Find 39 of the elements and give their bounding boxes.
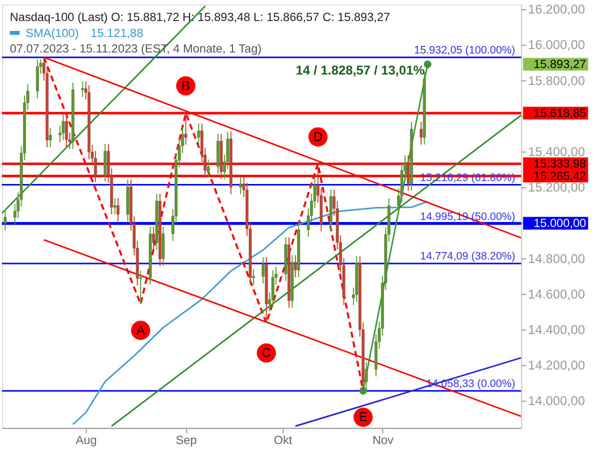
candlestick [116, 198, 120, 222]
annotation: 15.121,88 [90, 26, 144, 40]
annotation: E [358, 409, 368, 424]
y-tick-label: 14.200,00 [528, 358, 585, 373]
ref-line-label: 15.265,42 [534, 168, 586, 183]
x-tick-label: Nov [372, 433, 394, 448]
candlestick [4, 210, 7, 231]
y-tick-label: 14.000,00 [528, 393, 585, 408]
annotation: A [136, 322, 146, 338]
annotation: D [313, 128, 323, 144]
text: Nasdaq-100 (Last) O: 15.881,72 H: 15.893,48 L: 15.866,57 C: 15.893,27 [10, 10, 390, 24]
candlestick [184, 112, 188, 146]
ref-line-label: 14.774,09 (38.20%) [420, 250, 516, 263]
y-tick-label: 14.400,00 [528, 322, 585, 337]
y-tick-label: 16.200,00 [528, 2, 585, 17]
y-tick-label: 15.400,00 [528, 144, 585, 159]
y-tick-label: 16.000,00 [528, 37, 585, 52]
x-tick-label: Sep [176, 433, 198, 448]
y-tick-label: 14.600,00 [528, 286, 585, 302]
x-tick-label: Aug [76, 433, 97, 448]
ref-line-label: 15.000,00 [534, 216, 587, 230]
candlestick [104, 144, 107, 182]
candlestick [271, 270, 274, 308]
candlestick [62, 114, 65, 141]
annotation: B [181, 78, 190, 93]
legend-label: SMA(100) [26, 26, 79, 40]
x-tick-label: Okt [274, 433, 293, 448]
ref-line-label: 15.932,05 (100.00%) [414, 44, 516, 56]
ref-line-label: 15.333,98 [534, 156, 587, 171]
candlestick [65, 114, 68, 148]
text: 15.893,27 [534, 57, 586, 72]
candlestick [239, 176, 242, 195]
annotation: C [262, 344, 272, 360]
y-tick-label: 15.800,00 [528, 72, 585, 88]
ref-line-label: 14.995,19 (50.00%) [420, 211, 516, 224]
ref-line-label: 15.618,85 [534, 106, 587, 120]
y-tick-label: 14.800,00 [528, 250, 585, 266]
candlestick [81, 80, 84, 98]
annotation: 14 / 1.828,57 / 13,01% [296, 62, 426, 78]
